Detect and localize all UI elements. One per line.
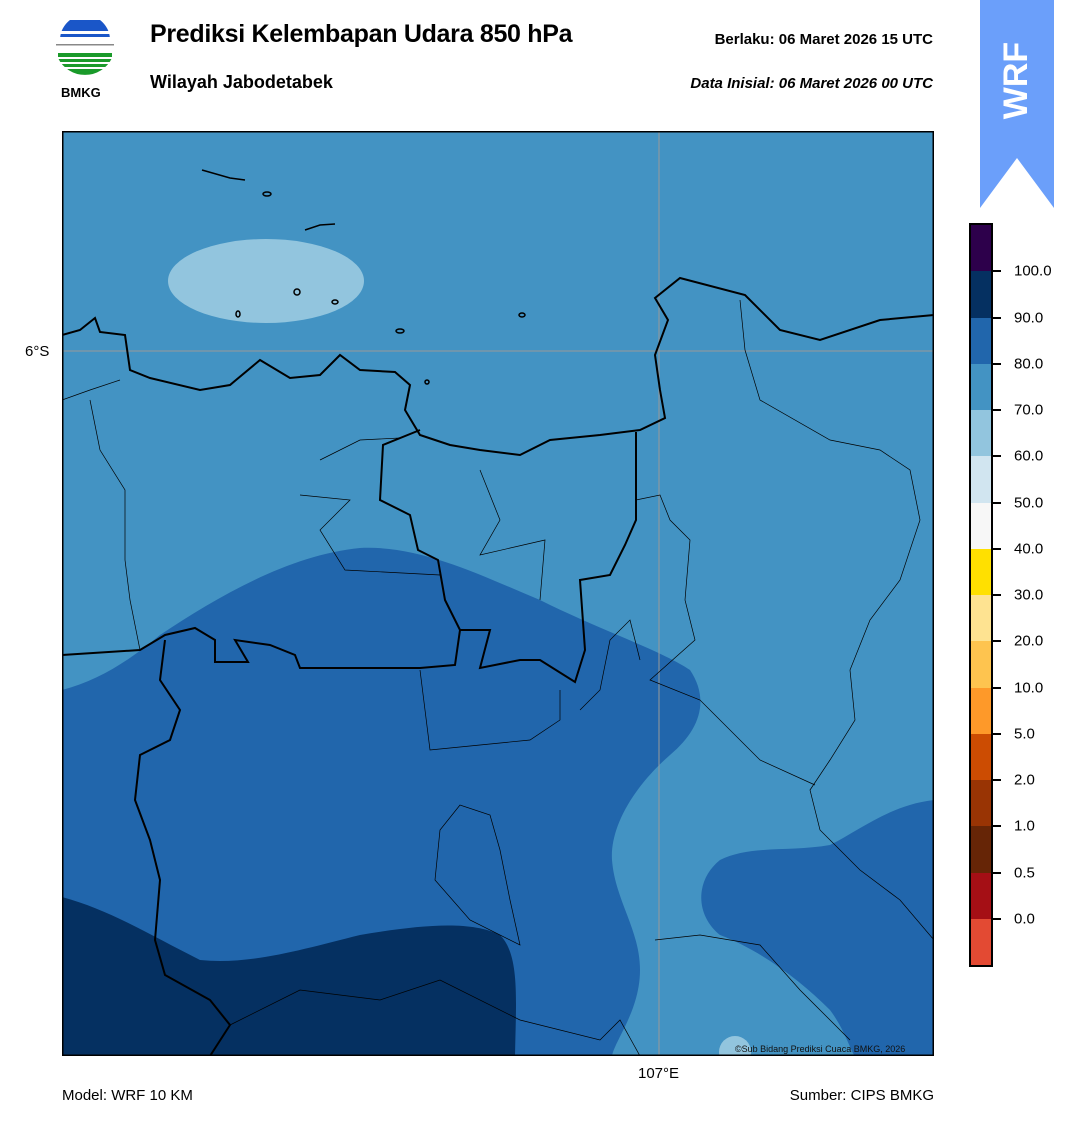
colorbar-tick <box>991 547 1001 550</box>
bmkg-logo <box>52 15 118 82</box>
colorbar-tick <box>991 686 1001 689</box>
colorbar-segment <box>971 733 991 780</box>
colorbar-tick <box>991 917 1001 920</box>
source-label: Sumber: CIPS BMKG <box>789 1087 934 1104</box>
colorbar-tick <box>991 640 1001 643</box>
province-boundary <box>378 429 637 684</box>
colorbar-tick <box>991 871 1001 874</box>
colorbar-segment <box>971 687 991 734</box>
colorbar-label: 90.0 <box>1014 309 1044 326</box>
colorbar-label: 60.0 <box>1014 447 1044 465</box>
colorbar-tick <box>991 779 1001 781</box>
region-80-90-east <box>701 800 934 1056</box>
colorbar-segment <box>971 826 991 873</box>
province-boundary <box>62 626 461 1056</box>
humidity-map <box>62 131 934 1056</box>
region-60-70 <box>168 239 364 323</box>
initial-time: Data Inisial: 06 Maret 2026 00 UTC <box>690 75 933 92</box>
colorbar-segment <box>971 595 991 642</box>
model-label: Model: WRF 10 KM <box>62 1087 193 1104</box>
colorbar-label: 1.0 <box>1014 817 1035 835</box>
colorbar-tick <box>991 455 1001 458</box>
colorbar-tick <box>991 362 1001 365</box>
region-90-100 <box>62 897 516 1056</box>
coastline <box>62 276 934 457</box>
colorbar-label: 40.0 <box>1014 540 1044 558</box>
colorbar-label: 50.0 <box>1014 494 1044 511</box>
colorbar-tick <box>991 825 1001 828</box>
colorbar-label: 0.5 <box>1014 864 1035 881</box>
colorbar-label: 10.0 <box>1014 679 1044 696</box>
wrf-ribbon <box>980 0 1054 208</box>
colorbar-tick <box>991 732 1001 735</box>
colorbar-label: 0.0 <box>1014 910 1035 928</box>
region-subtitle: Wilayah Jabodetabek <box>150 72 333 92</box>
colorbar-label: 30.0 <box>1014 586 1044 604</box>
colorbar-segment <box>971 410 991 457</box>
islands <box>201 169 526 385</box>
colorbar-segment <box>971 780 991 827</box>
colorbar-label: 2.0 <box>1014 771 1035 789</box>
latitude-label: 6°S <box>25 343 50 360</box>
colorbar-segment <box>971 317 991 364</box>
colorbar-segment <box>971 548 991 595</box>
colorbar-label: 5.0 <box>1014 725 1035 743</box>
colorbar-tick <box>991 594 1001 596</box>
colorbar-segment <box>971 456 991 503</box>
ribbon-text: WRF <box>997 41 1036 119</box>
colorbar <box>969 223 993 967</box>
colorbar-tick <box>991 409 1001 411</box>
colorbar-label: 100.0 <box>1014 262 1052 280</box>
logo-text: BMKG <box>61 85 101 100</box>
colorbar-tick <box>991 316 1001 319</box>
colorbar-label: 70.0 <box>1014 401 1044 419</box>
page-title: Prediksi Kelembapan Udara 850 hPa <box>150 20 573 48</box>
region-80-90 <box>62 547 701 1056</box>
colorbar-tick <box>991 501 1001 504</box>
longitude-label: 107°E <box>638 1065 680 1082</box>
colorbar-segment <box>971 225 991 272</box>
colorbar-segment <box>971 641 991 688</box>
colorbar-segment <box>971 872 991 919</box>
colorbar-segment <box>971 918 991 965</box>
colorbar-label: 20.0 <box>1014 632 1044 650</box>
district-boundaries <box>62 299 934 1056</box>
colorbar-tick <box>991 270 1001 273</box>
colorbar-segment <box>971 502 991 549</box>
colorbar-segment <box>971 363 991 410</box>
colorbar-segment <box>971 271 991 318</box>
valid-time: Berlaku: 06 Maret 2026 15 UTC <box>714 31 933 48</box>
colorbar-label: 80.0 <box>1014 355 1044 373</box>
copyright-text: ©Sub Bidang Prediksi Cuaca BMKG, 2026 <box>735 1044 906 1054</box>
